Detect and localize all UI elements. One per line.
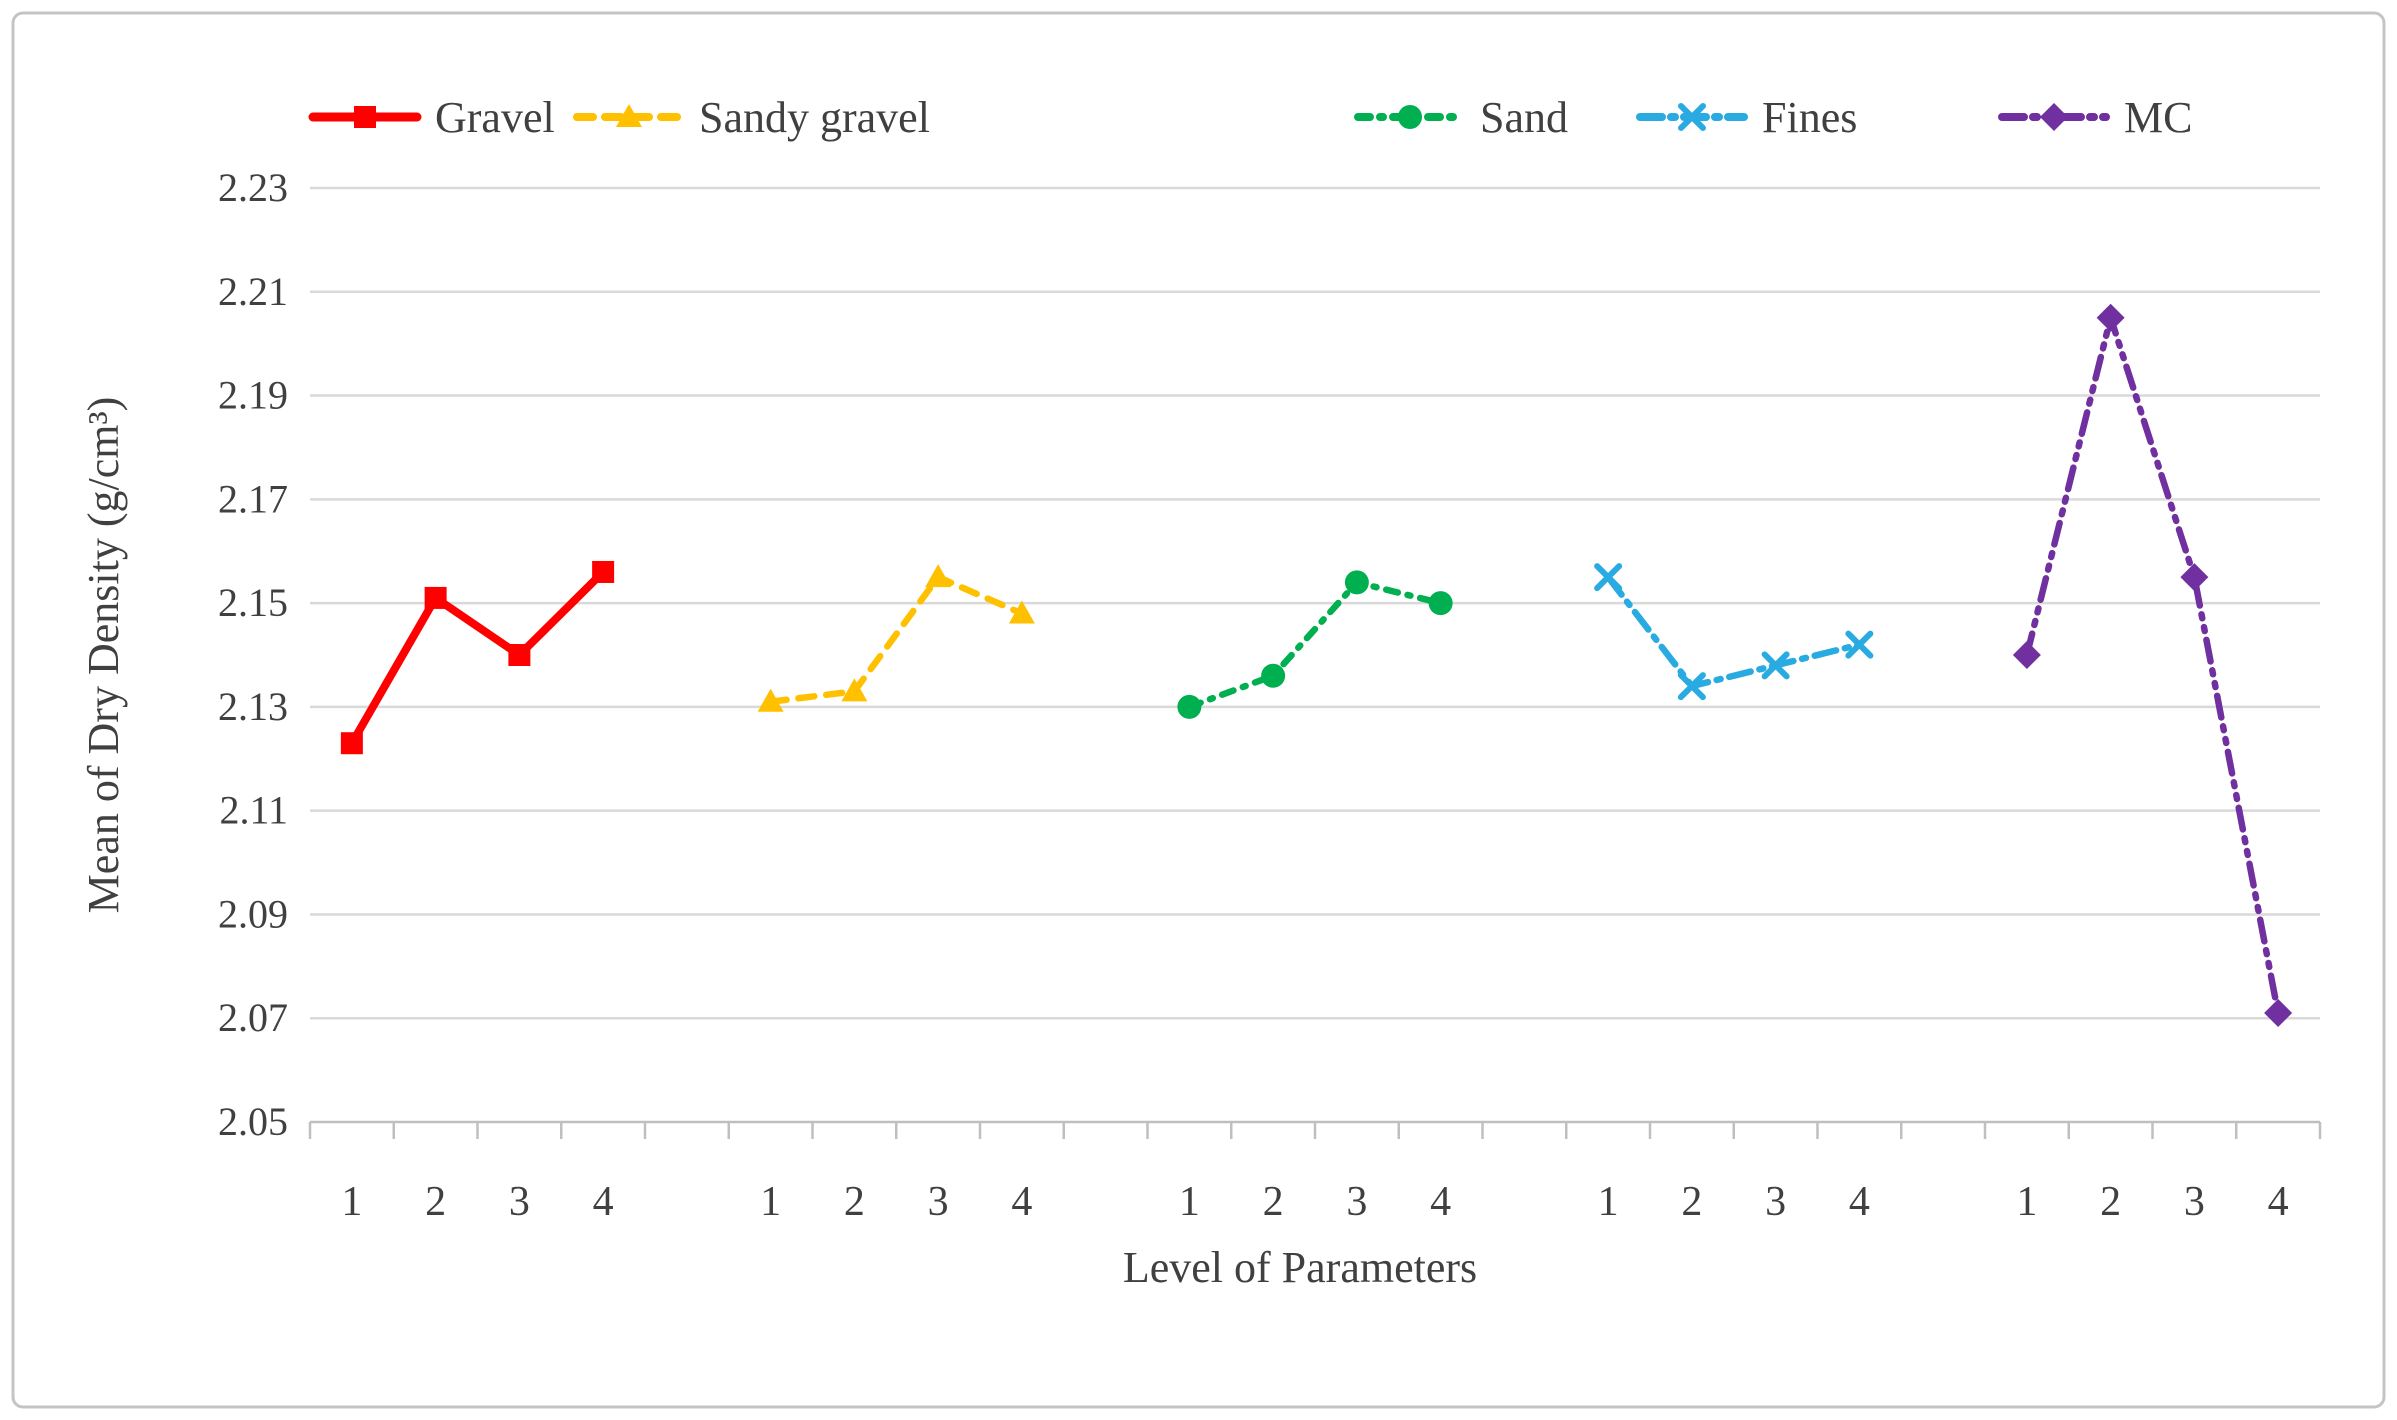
square-marker — [592, 560, 615, 583]
series-line — [767, 573, 1026, 705]
series-line — [347, 567, 608, 748]
diamond-marker — [2264, 999, 2293, 1028]
legend-item-sand: Sand — [1354, 93, 1568, 142]
x-tick-label: 3 — [1346, 1179, 1367, 1225]
x-marker — [1594, 563, 1623, 592]
y-tick-label: 2.07 — [218, 995, 288, 1040]
circle-marker — [1428, 591, 1453, 616]
y-tick-label: 2.15 — [218, 580, 288, 625]
legend-label: Gravel — [435, 93, 555, 142]
x-tick-label: 2 — [2100, 1179, 2121, 1225]
x-axis-tick-labels: 1 2 3 4 1 2 3 4 1 2 3 4 1 2 3 4 1 2 3 4 — [341, 1179, 2288, 1225]
legend: Gravel Sandy gravel Sand Fines MC — [308, 93, 2192, 142]
series-fines — [1594, 563, 1874, 701]
x-tick-label: 2 — [425, 1179, 446, 1225]
series-line — [1186, 578, 1444, 711]
circle-marker — [1344, 570, 1369, 595]
legend-item-fines: Fines — [1636, 93, 1857, 142]
y-tick-label: 2.13 — [218, 684, 288, 729]
y-tick-label: 2.19 — [218, 373, 288, 418]
x-axis-ticks — [308, 1122, 2322, 1139]
triangle-marker — [757, 688, 784, 712]
legend-label: Sand — [1480, 93, 1568, 142]
x-tick-label: 1 — [1598, 1179, 1619, 1225]
figure-border — [11, 11, 2386, 1409]
y-tick-label: 2.21 — [218, 269, 288, 314]
x-tick-label: 4 — [1011, 1179, 1032, 1225]
y-tick-label: 2.23 — [218, 165, 288, 210]
x-marker — [1678, 103, 1706, 131]
triangle-marker — [1008, 600, 1035, 624]
x-marker — [1761, 651, 1790, 680]
square-marker — [508, 644, 531, 666]
circle-marker — [1398, 105, 1422, 129]
y-axis-tick-labels: 2.05 2.07 2.09 2.11 2.13 2.15 2.17 2.19 2.21 2.23 — [218, 165, 288, 1144]
x-tick-label: 3 — [1765, 1179, 1786, 1225]
x-tick-label: 3 — [509, 1179, 530, 1225]
series-gravel — [340, 560, 615, 755]
series-line — [1604, 573, 1863, 690]
square-marker — [354, 106, 376, 128]
legend-item-gravel: Gravel — [308, 93, 555, 142]
x-tick-label: 4 — [1430, 1179, 1451, 1225]
series-line — [2023, 305, 2282, 1017]
triangle-marker — [925, 564, 952, 588]
x-tick-label: 2 — [844, 1179, 865, 1225]
y-tick-label: 2.09 — [218, 891, 288, 936]
x-tick-label: 3 — [2184, 1179, 2205, 1225]
diamond-marker — [2096, 303, 2125, 332]
x-marker — [1677, 672, 1706, 701]
y-tick-label: 2.05 — [218, 1099, 288, 1144]
y-tick-label: 2.17 — [218, 476, 288, 521]
y-axis-title: Mean of Dry Density (g/cm³) — [79, 397, 128, 914]
diamond-marker — [2012, 641, 2041, 669]
diamond-marker — [2040, 103, 2068, 131]
x-tick-label: 1 — [2016, 1179, 2037, 1225]
x-tick-label: 1 — [760, 1179, 781, 1225]
square-marker — [340, 732, 363, 755]
x-tick-label: 2 — [1681, 1179, 1702, 1225]
y-tick-label: 2.11 — [219, 788, 288, 833]
x-tick-label: 2 — [1263, 1179, 1284, 1225]
legend-label: MC — [2124, 93, 2192, 142]
x-tick-label: 3 — [928, 1179, 949, 1225]
x-tick-label: 4 — [1849, 1179, 1870, 1225]
square-marker — [424, 586, 447, 609]
circle-marker — [1177, 694, 1202, 719]
x-tick-label: 4 — [2268, 1179, 2289, 1225]
series-sandy-gravel — [757, 564, 1035, 712]
series-mc — [2012, 303, 2293, 1028]
x-tick-label: 4 — [593, 1179, 614, 1225]
x-tick-label: 1 — [1179, 1179, 1200, 1225]
legend-label: Sandy gravel — [699, 93, 930, 142]
triangle-marker — [841, 678, 868, 702]
x-axis-title: Level of Parameters — [1123, 1243, 1477, 1292]
legend-label: Fines — [1762, 93, 1857, 142]
series-layer — [340, 303, 2293, 1028]
triangle-marker — [616, 104, 642, 127]
x-marker — [1845, 630, 1874, 659]
x-tick-label: 1 — [341, 1179, 362, 1225]
circle-marker — [1261, 663, 1286, 688]
diamond-marker — [2180, 563, 2209, 592]
series-sand — [1177, 570, 1453, 719]
legend-item-mc: MC — [1998, 93, 2192, 142]
legend-item-sandy-gravel: Sandy gravel — [573, 93, 930, 142]
